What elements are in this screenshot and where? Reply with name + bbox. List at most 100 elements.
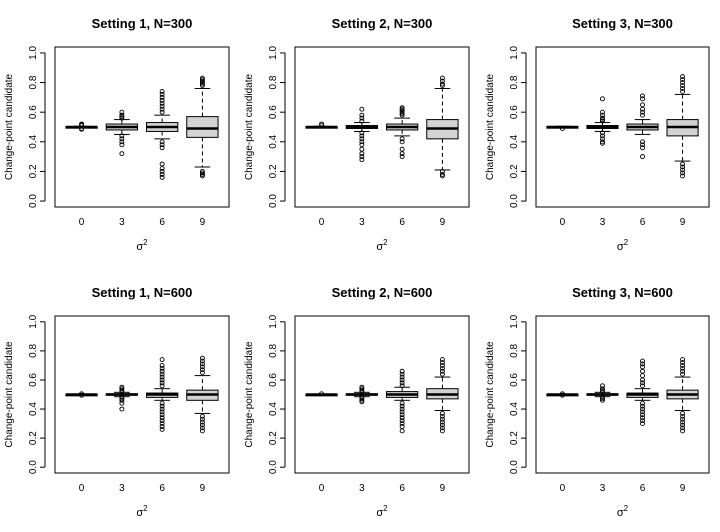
outlier-point	[600, 96, 605, 102]
outlier-point	[439, 171, 445, 177]
x-axis-label-superscript: 2	[143, 504, 148, 513]
outlier-point	[399, 415, 405, 421]
x-axis-label: σ2	[376, 238, 388, 253]
outlier-point	[439, 173, 445, 179]
outlier-point	[159, 357, 165, 363]
outlier-point	[159, 426, 165, 432]
outlier-point	[600, 118, 605, 124]
x-axis-label: σ2	[136, 238, 148, 253]
outlier-point	[159, 371, 165, 377]
x-axis-label-symbol: σ	[617, 507, 624, 519]
panel-1: Setting 1, N=300 Change-point candidate 0.…	[4, 16, 230, 253]
outlier-point	[680, 164, 686, 170]
outlier-point	[399, 428, 405, 434]
outlier-point	[600, 109, 605, 115]
outlier-point	[359, 397, 365, 403]
panel-4: Setting 1, N=600 Change-point candidate 0.…	[4, 285, 230, 519]
plot-frame	[294, 315, 470, 474]
plot-frame	[535, 315, 710, 474]
outlier-point	[199, 81, 205, 87]
outlier-point	[159, 409, 165, 415]
outlier-point	[159, 380, 165, 386]
panel-6: Setting 3, N=600 Change-point candidate 0.…	[485, 285, 710, 519]
outlier-point	[159, 374, 165, 380]
outlier-point	[119, 133, 125, 139]
outlier-point	[680, 357, 686, 363]
outlier-point	[159, 418, 165, 424]
x-tick-label: 3	[359, 217, 365, 228]
outlier-point	[640, 358, 645, 364]
outlier-point	[680, 365, 686, 371]
outlier-point	[439, 360, 445, 365]
outlier-point	[600, 133, 605, 139]
plot-frame	[54, 315, 230, 474]
outlier-point	[640, 373, 645, 379]
outlier-point	[359, 154, 365, 160]
outlier-point	[79, 391, 85, 397]
outlier-point	[439, 83, 445, 88]
outlier-point	[640, 154, 645, 160]
outlier-point	[680, 422, 686, 428]
outlier-point	[600, 396, 605, 402]
y-tick-label: 0.2	[509, 164, 520, 178]
outlier-point	[600, 394, 605, 400]
outlier-point	[359, 146, 365, 152]
outlier-point	[159, 106, 165, 112]
y-tick-label: 0.0	[28, 460, 39, 474]
y-tick-label: 0.8	[28, 75, 39, 89]
outlier-point	[680, 360, 686, 365]
outlier-point	[159, 94, 165, 100]
outlier-point	[199, 355, 205, 361]
outlier-point	[640, 409, 645, 415]
x-axis-label-superscript: 2	[383, 238, 388, 247]
outlier-point	[399, 421, 405, 427]
outlier-point	[640, 93, 645, 99]
x-tick-label: 3	[600, 483, 606, 494]
x-axis-label: σ2	[617, 504, 629, 519]
outlier-point	[159, 174, 165, 180]
y-tick-label: 0.6	[509, 105, 520, 119]
outlier-point	[559, 126, 565, 131]
y-tick-label: 0.8	[28, 344, 39, 358]
outlier-point	[439, 362, 445, 368]
x-axis-label: σ2	[617, 238, 629, 253]
outlier-point	[119, 389, 125, 395]
outlier-point	[680, 83, 686, 88]
outlier-point	[680, 413, 686, 419]
outlier-point	[199, 358, 205, 364]
outlier-point	[439, 368, 445, 374]
outlier-point	[399, 139, 405, 145]
outlier-point	[399, 112, 405, 118]
box-3	[105, 109, 139, 157]
outlier-point	[359, 106, 365, 112]
outlier-point	[199, 361, 205, 367]
outlier-point	[600, 389, 605, 395]
x-tick-label: 6	[640, 483, 646, 494]
outlier-point	[159, 383, 165, 389]
x-tick-label: 6	[399, 483, 405, 494]
x-tick-label: 9	[680, 483, 686, 494]
box-6	[385, 105, 419, 160]
outlier-point	[640, 142, 645, 148]
outlier-point	[640, 112, 645, 118]
outlier-point	[439, 357, 445, 363]
outlier-point	[199, 425, 205, 431]
outlier-point	[159, 424, 165, 429]
x-axis-label-superscript: 2	[624, 238, 629, 247]
outlier-point	[79, 126, 85, 132]
outlier-point	[680, 428, 686, 434]
x-axis-label-superscript: 2	[143, 238, 148, 247]
outlier-point	[199, 422, 205, 428]
panel-title: Setting 3, N=300	[572, 16, 673, 31]
outlier-point	[439, 365, 445, 371]
box-9	[666, 357, 699, 434]
x-axis-label-symbol: σ	[136, 507, 143, 519]
y-tick-label: 0.2	[268, 431, 279, 445]
outlier-point	[559, 392, 565, 398]
outlier-point	[199, 171, 205, 177]
outlier-point	[119, 406, 125, 412]
outlier-point	[119, 386, 125, 392]
y-tick-label: 0.4	[28, 402, 39, 416]
outlier-point	[600, 397, 605, 403]
outlier-point	[399, 154, 405, 160]
